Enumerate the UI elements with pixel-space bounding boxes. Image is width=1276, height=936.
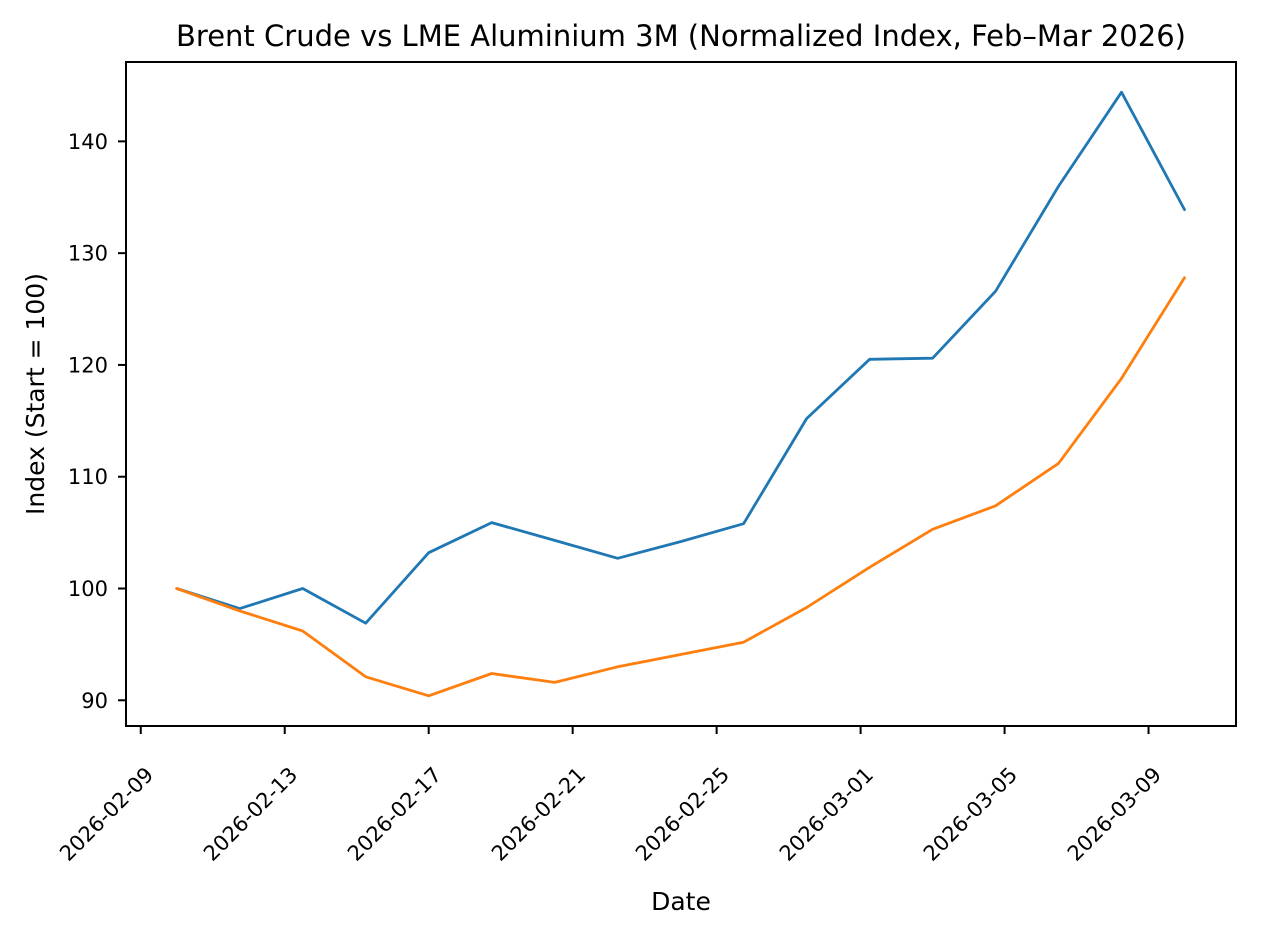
y-tick-label: 100 bbox=[68, 577, 108, 601]
plot-border bbox=[125, 61, 1237, 727]
x-tick-label: 2026-02-13 bbox=[199, 763, 302, 866]
brent-crude-line bbox=[175, 90, 1186, 625]
x-tick-label: 2026-03-05 bbox=[919, 763, 1022, 866]
x-axis-label: Date bbox=[651, 887, 711, 916]
y-tick-label: 140 bbox=[68, 130, 108, 154]
x-tick-label: 2026-02-21 bbox=[487, 763, 590, 866]
x-tick-label: 2026-02-25 bbox=[631, 763, 734, 866]
x-tick-label: 2026-03-01 bbox=[775, 763, 878, 866]
y-tick-label: 130 bbox=[68, 242, 108, 266]
lme-aluminium-line bbox=[175, 276, 1186, 698]
y-axis-label: Index (Start = 100) bbox=[21, 273, 50, 515]
x-tick-label: 2026-03-09 bbox=[1063, 763, 1166, 866]
chart-title: Brent Crude vs LME Aluminium 3M (Normali… bbox=[176, 19, 1186, 53]
x-tick-label: 2026-02-17 bbox=[343, 763, 446, 866]
y-tick-label: 120 bbox=[68, 353, 108, 377]
plot-generated-content: 90 100 110 120 130 140 2026-02-09 2026-02-13 202… bbox=[55, 90, 1186, 866]
x-tick-label: 2026-02-09 bbox=[55, 763, 158, 866]
y-tick-label: 110 bbox=[68, 465, 108, 489]
y-tick-label: 90 bbox=[81, 689, 108, 713]
